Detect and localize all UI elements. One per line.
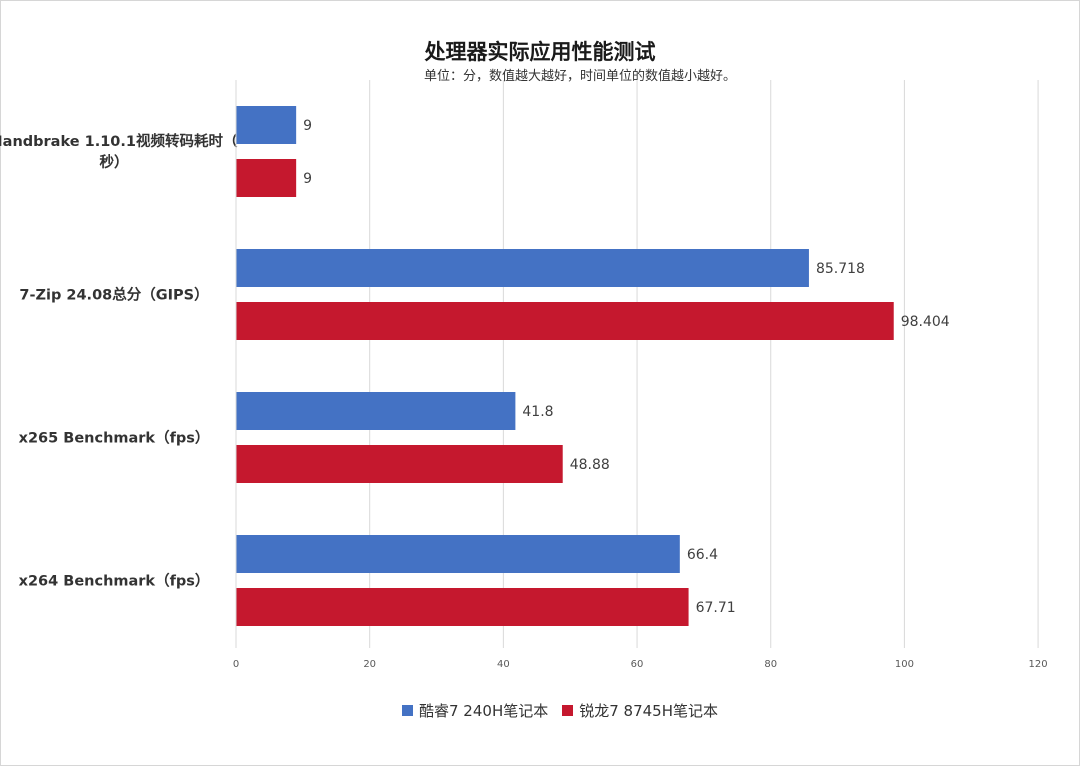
legend-swatch-series-1	[402, 705, 413, 716]
x-tick-label: 0	[233, 659, 239, 670]
x-tick-label: 60	[631, 659, 644, 670]
category-label: 7-Zip 24.08总分（GIPS）	[19, 286, 208, 304]
category-label: x264 Benchmark（fps）	[19, 572, 210, 590]
chart-title: 处理器实际应用性能测试	[424, 40, 656, 64]
data-label: 67.71	[696, 600, 736, 616]
bar	[236, 106, 297, 144]
x-tick-label: 40	[497, 659, 510, 670]
bar	[236, 445, 563, 483]
data-label: 98.404	[901, 314, 950, 330]
data-label: 66.4	[687, 547, 718, 563]
x-tick-label: 120	[1029, 659, 1048, 670]
bar	[236, 588, 689, 626]
data-label: 9	[303, 171, 312, 187]
legend-label-series-1: 酷睿7 240H笔记本	[419, 702, 549, 720]
bar	[236, 535, 680, 573]
x-tick-label: 20	[363, 659, 376, 670]
category-label: x265 Benchmark（fps）	[19, 429, 210, 447]
chart-subtitle: 单位：分，数值越大越好，时间单位的数值越小越好。	[423, 69, 736, 84]
legend: 酷睿7 240H笔记本 锐龙7 8745H笔记本	[0, 700, 1080, 721]
data-label: 48.88	[570, 457, 610, 473]
legend-item-series-1: 酷睿7 240H笔记本	[402, 700, 548, 721]
bar	[236, 159, 297, 197]
x-tick-label: 80	[764, 659, 777, 670]
legend-item-series-2: 锐龙7 8745H笔记本	[562, 700, 718, 721]
x-tick-label: 100	[895, 659, 914, 670]
data-label: 85.718	[816, 261, 865, 277]
bar	[236, 392, 516, 430]
category-label: Handbrake 1.10.1视频转码耗时（秒）	[0, 132, 238, 171]
legend-label-series-2: 锐龙7 8745H笔记本	[579, 702, 718, 720]
bar	[236, 302, 894, 340]
data-label: 9	[303, 118, 312, 134]
data-label: 41.8	[522, 404, 553, 420]
bar	[236, 249, 809, 287]
legend-swatch-series-2	[562, 705, 574, 716]
